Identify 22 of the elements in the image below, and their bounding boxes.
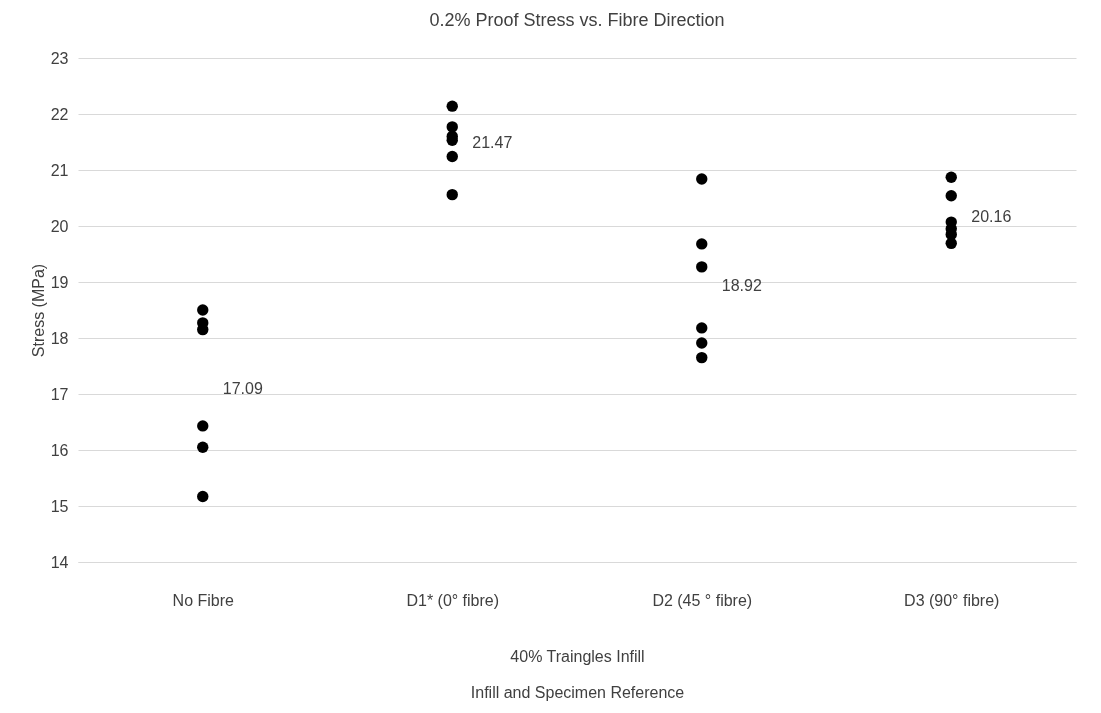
y-tick-label: 17 xyxy=(50,385,69,403)
y-tick-label: 16 xyxy=(50,441,69,459)
y-tick-label: 21 xyxy=(50,161,69,179)
y-tick-label: 22 xyxy=(50,105,69,123)
y-tick-label: 20 xyxy=(50,217,69,235)
y-tick-label: 15 xyxy=(50,497,69,515)
text: 40% Traingles Infill xyxy=(510,647,645,665)
x-tick-label: D2 (45 ° fibre) xyxy=(652,591,753,609)
y-tick-label: 14 xyxy=(50,553,69,571)
y-tick-label: 18 xyxy=(50,329,69,347)
annotation: 17.09 xyxy=(222,379,263,397)
x-tick-label: D1* (0° fibre) xyxy=(406,591,500,609)
annotation: 21.47 xyxy=(472,134,513,152)
annotation: 20.16 xyxy=(971,207,1012,225)
x-tick-label: No Fibre xyxy=(172,591,235,609)
x-tick-label: D3 (90° fibre) xyxy=(904,591,1000,609)
chart-title: 0.2% Proof Stress vs. Fibre Direction xyxy=(429,10,725,30)
y-tick-label: 23 xyxy=(50,49,69,67)
y-axis-title: Stress (MPa) xyxy=(29,263,47,358)
annotation: 18.92 xyxy=(721,277,762,295)
x-axis-title: Infill and Specimen Reference xyxy=(470,683,685,701)
y-tick-label: 19 xyxy=(50,273,69,291)
